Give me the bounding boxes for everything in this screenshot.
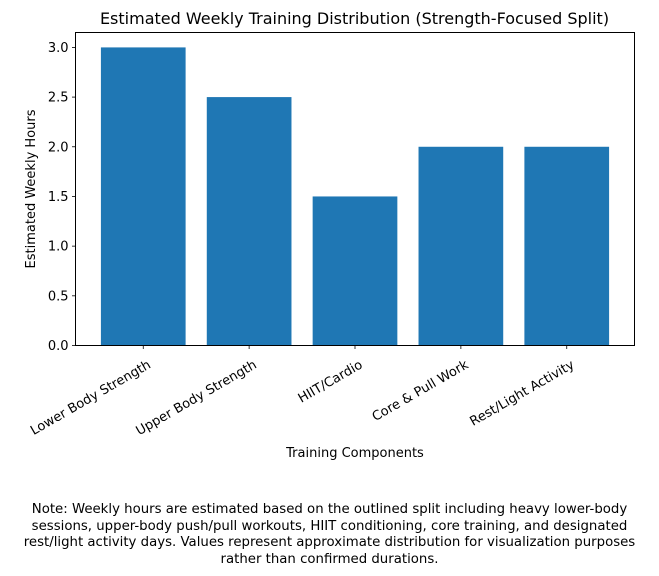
bar <box>418 146 504 346</box>
bar <box>100 47 186 346</box>
footnote-line: Note: Weekly hours are estimated based o… <box>31 502 628 517</box>
bar <box>312 196 398 346</box>
footnote-line: rest/light activity days. Values represe… <box>23 535 636 550</box>
footnote: Note: Weekly hours are estimated based o… <box>0 502 659 568</box>
y-tick-label: 1.5 <box>48 190 69 205</box>
bar <box>206 97 292 346</box>
y-tick-label: 1.0 <box>48 240 69 255</box>
bar-chart: Estimated Weekly Training Distribution (… <box>24 9 635 461</box>
x-tick-label: HIIT/Cardio <box>296 358 366 407</box>
y-tick-label: 0.5 <box>48 289 69 304</box>
x-axis-label: Training Components <box>285 446 424 461</box>
y-axis-label: Estimated Weekly Hours <box>24 109 39 268</box>
y-tick-label: 2.5 <box>48 91 69 106</box>
y-tick-label: 0.0 <box>48 339 69 354</box>
footnote-line: rather than confirmed durations. <box>220 551 439 567</box>
y-tick-label: 3.0 <box>48 41 69 56</box>
chart-title: Estimated Weekly Training Distribution (… <box>100 9 609 28</box>
x-tick-label: Rest/Light Activity <box>468 357 578 429</box>
footnote-line: sessions, upper-body push/pull workouts,… <box>31 518 628 534</box>
y-tick-label: 2.0 <box>48 140 69 155</box>
x-tick-label: Core & Pull Work <box>370 357 472 425</box>
bar <box>524 146 610 346</box>
